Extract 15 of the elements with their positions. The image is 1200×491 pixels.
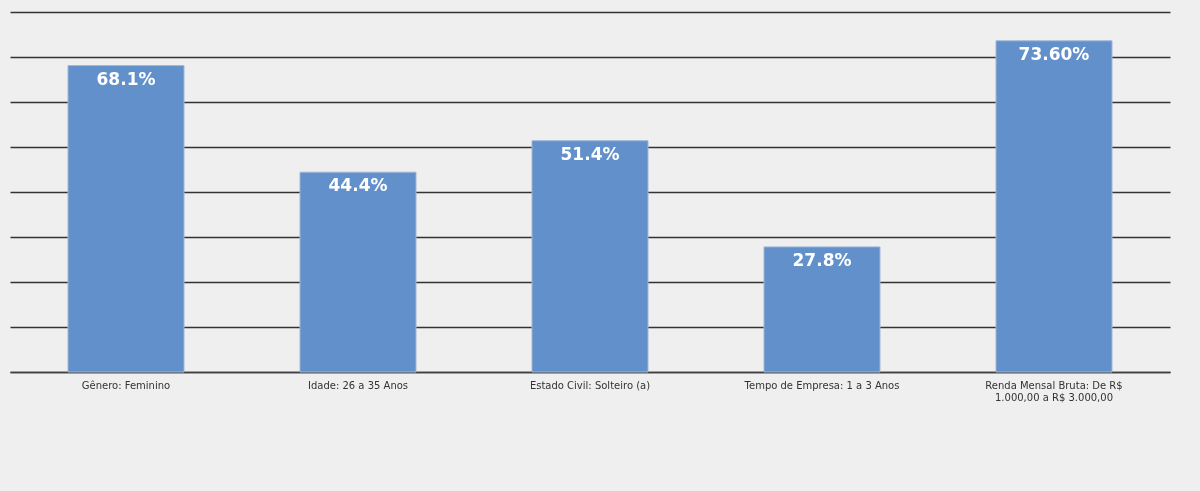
bar: [763, 246, 881, 373]
data-label: 51.4%: [560, 143, 620, 164]
data-label: 73.60%: [1018, 43, 1090, 64]
data-label: 68.1%: [96, 68, 156, 89]
bar: [67, 65, 185, 373]
x-tick-label: Idade: 26 a 35 Anos: [307, 379, 409, 391]
bar: [995, 40, 1113, 373]
bar: [299, 171, 417, 373]
data-label: 44.4%: [328, 175, 388, 196]
x-tick-label: Estado Civil: Solteiro (a): [529, 379, 651, 391]
bar: [531, 140, 649, 373]
x-tick-label: Gênero: Feminino: [81, 379, 171, 391]
x-tick-label: Tempo de Empresa: 1 a 3 Anos: [743, 379, 900, 391]
data-label: 27.8%: [792, 249, 852, 270]
x-tick-label: Renda Mensal Bruta: De R$ 1.000,00 a R$ 3.000,00: [985, 379, 1123, 403]
